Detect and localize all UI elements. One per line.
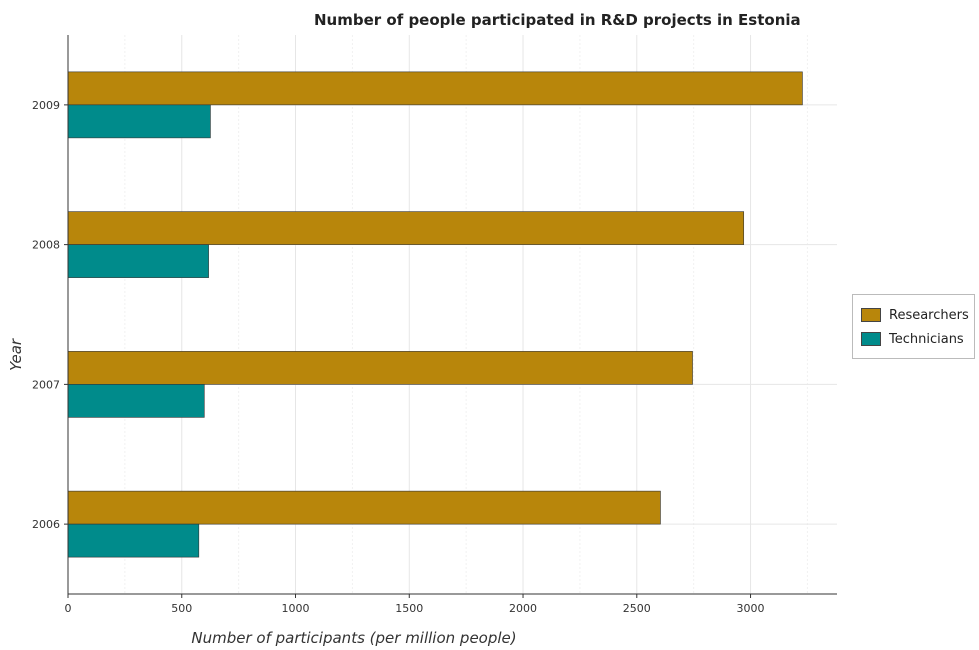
legend-item-researchers: Researchers (861, 306, 969, 324)
legend-swatch-technicians (861, 332, 881, 346)
legend-swatch-researchers (861, 308, 881, 322)
y-tick-label: 2009 (32, 99, 60, 112)
bar-researchers-2006 (67, 490, 661, 525)
bar-researchers-2007 (67, 351, 693, 385)
legend-label-technicians: Technicians (889, 331, 964, 347)
bar-technicians-2008 (67, 244, 209, 278)
bar-technicians-2006 (67, 523, 200, 558)
x-tick-label: 0 (65, 602, 72, 615)
y-tick-label: 2006 (32, 518, 60, 531)
x-tick-label: 1500 (395, 602, 423, 615)
bar-technicians-2009 (67, 104, 211, 139)
y-axis-label: Year (7, 338, 25, 371)
y-tick-label: 2007 (32, 378, 60, 391)
bar-researchers-2008 (67, 211, 745, 245)
legend: Researchers Technicians (852, 294, 975, 359)
bar-technicians-2007 (67, 384, 205, 418)
x-tick-label: 2500 (623, 602, 651, 615)
x-tick-label: 3000 (737, 602, 765, 615)
x-axis-label: Number of participants (per million peop… (191, 629, 516, 647)
legend-label-researchers: Researchers (889, 307, 969, 323)
bar-researchers-2009 (67, 71, 803, 106)
x-tick-label: 2000 (509, 602, 537, 615)
chart-title: Number of people participated in R&D pro… (314, 11, 801, 29)
x-tick-label: 500 (171, 602, 192, 615)
plot-area: 2006 2007 2008 2009 0 500 1000 1500 2000 2500 3000 (32, 35, 837, 615)
y-tick-label: 2008 (32, 239, 60, 252)
x-tick-label: 1000 (282, 602, 310, 615)
legend-item-technicians: Technicians (861, 330, 964, 348)
